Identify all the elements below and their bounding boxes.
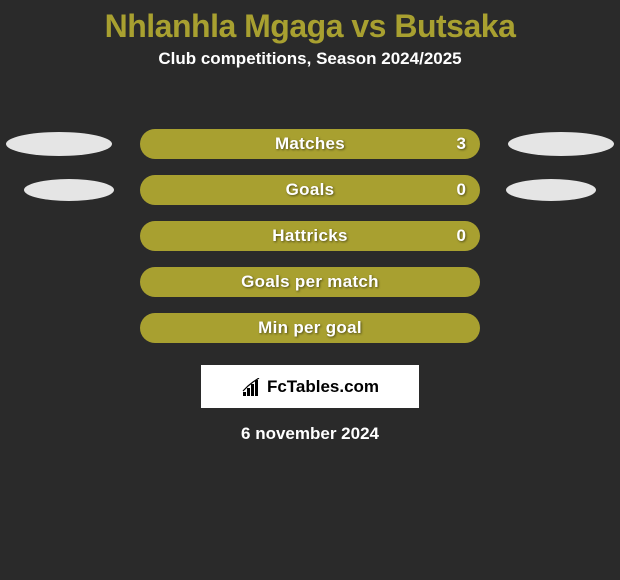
left-value-ellipse <box>6 132 112 156</box>
logo-box: FcTables.com <box>201 365 419 408</box>
date-text: 6 november 2024 <box>0 408 620 444</box>
stat-value-right: 0 <box>457 226 466 246</box>
comparison-container: Nhlanhla Mgaga vs Butsaka Club competiti… <box>0 0 620 580</box>
right-value-ellipse <box>508 132 614 156</box>
subtitle: Club competitions, Season 2024/2025 <box>0 49 620 83</box>
main-title: Nhlanhla Mgaga vs Butsaka <box>0 0 620 49</box>
stat-value-right: 3 <box>457 134 466 154</box>
stat-bar: Min per goal <box>140 313 480 343</box>
stat-label: Matches <box>275 134 345 154</box>
stat-bar: Hattricks 0 <box>140 221 480 251</box>
stat-bar: Goals per match <box>140 267 480 297</box>
stat-row-min-per-goal: Min per goal <box>0 305 620 351</box>
right-value-ellipse <box>506 179 596 201</box>
stat-row-matches: Matches 3 <box>0 121 620 167</box>
stat-bar: Goals 0 <box>140 175 480 205</box>
stat-row-hattricks: Hattricks 0 <box>0 213 620 259</box>
stat-bar: Matches 3 <box>140 129 480 159</box>
logo-icon <box>241 378 263 396</box>
stat-label: Goals per match <box>241 272 379 292</box>
stat-row-goals: Goals 0 <box>0 167 620 213</box>
stat-label: Min per goal <box>258 318 362 338</box>
left-value-ellipse <box>24 179 114 201</box>
stat-label: Hattricks <box>272 226 347 246</box>
stat-label: Goals <box>286 180 335 200</box>
stat-row-goals-per-match: Goals per match <box>0 259 620 305</box>
stat-value-right: 0 <box>457 180 466 200</box>
logo-text: FcTables.com <box>267 377 379 397</box>
stats-area: Matches 3 Goals 0 Hattricks 0 Goals per … <box>0 83 620 351</box>
